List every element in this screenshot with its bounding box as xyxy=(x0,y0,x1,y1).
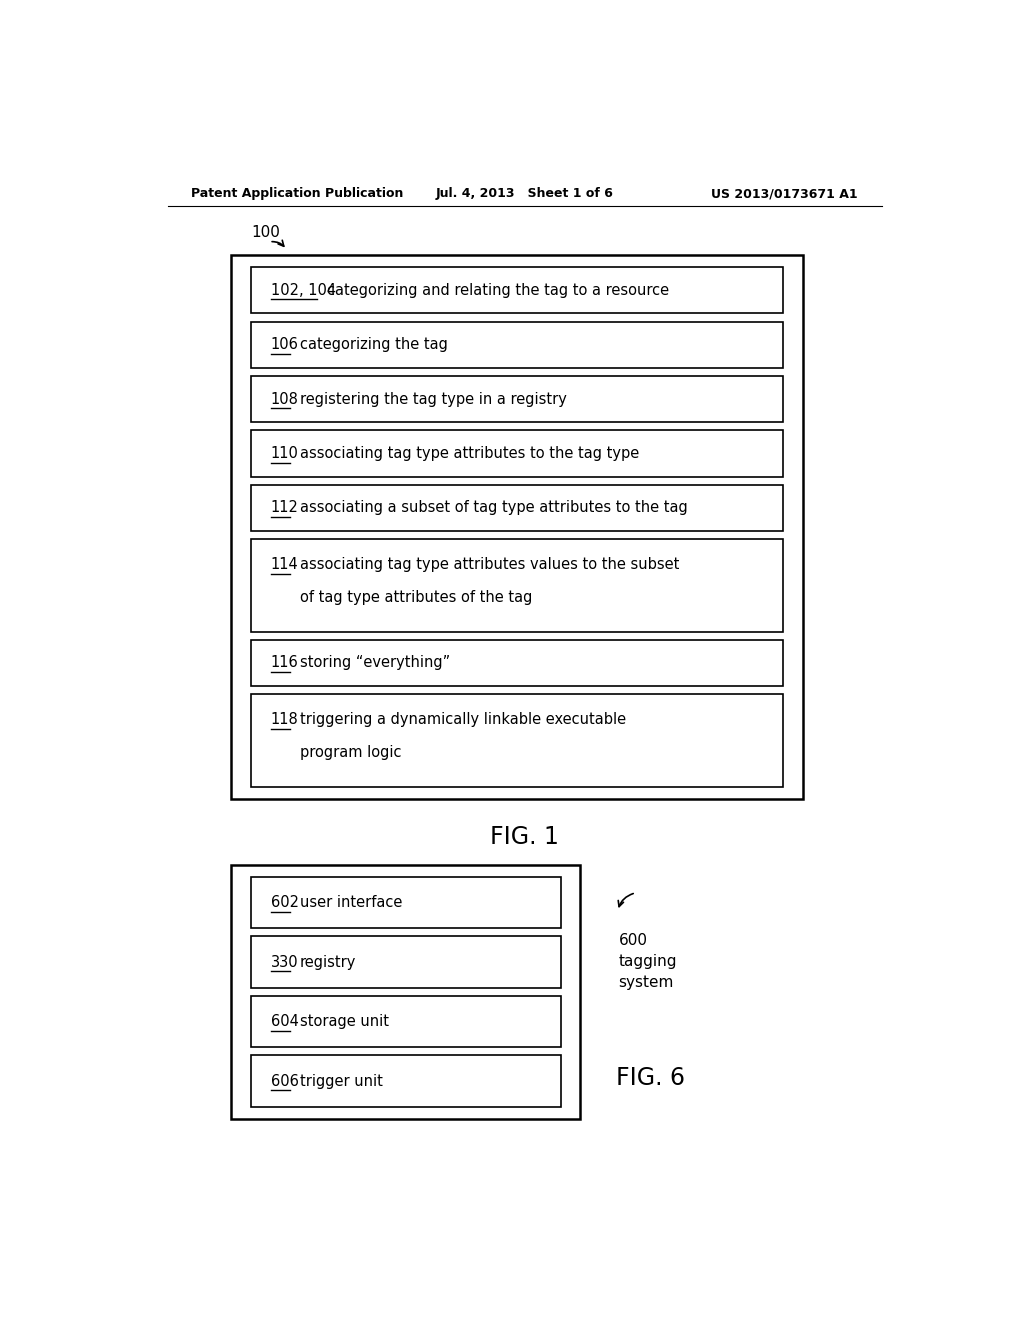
Text: registry: registry xyxy=(300,954,356,970)
Text: FIG. 6: FIG. 6 xyxy=(616,1067,685,1090)
Text: 118: 118 xyxy=(270,713,299,727)
Text: 602: 602 xyxy=(270,895,299,911)
FancyBboxPatch shape xyxy=(251,322,782,368)
Text: 114: 114 xyxy=(270,557,299,573)
Text: trigger unit: trigger unit xyxy=(300,1073,383,1089)
Text: of tag type attributes of the tag: of tag type attributes of the tag xyxy=(300,590,532,605)
Text: 116: 116 xyxy=(270,655,299,671)
Text: 106: 106 xyxy=(270,337,299,352)
Text: 330: 330 xyxy=(270,954,298,970)
Text: 112: 112 xyxy=(270,500,299,515)
FancyBboxPatch shape xyxy=(251,376,782,422)
Text: program logic: program logic xyxy=(300,744,401,760)
Text: Patent Application Publication: Patent Application Publication xyxy=(191,187,403,201)
FancyBboxPatch shape xyxy=(251,936,560,987)
FancyBboxPatch shape xyxy=(251,267,782,313)
Text: 110: 110 xyxy=(270,446,299,461)
Text: associating tag type attributes to the tag type: associating tag type attributes to the t… xyxy=(300,446,639,461)
Text: user interface: user interface xyxy=(300,895,402,911)
Text: 102, 104: 102, 104 xyxy=(270,282,336,298)
Text: storing “everything”: storing “everything” xyxy=(300,655,450,671)
Text: 604: 604 xyxy=(270,1014,299,1030)
Text: storage unit: storage unit xyxy=(300,1014,389,1030)
Text: Jul. 4, 2013   Sheet 1 of 6: Jul. 4, 2013 Sheet 1 of 6 xyxy=(436,187,613,201)
Text: associating a subset of tag type attributes to the tag: associating a subset of tag type attribu… xyxy=(300,500,687,515)
Text: 100: 100 xyxy=(251,224,280,240)
Text: triggering a dynamically linkable executable: triggering a dynamically linkable execut… xyxy=(300,713,626,727)
Text: 108: 108 xyxy=(270,392,299,407)
Text: categorizing and relating the tag to a resource: categorizing and relating the tag to a r… xyxy=(327,282,669,298)
FancyBboxPatch shape xyxy=(231,865,581,1119)
FancyBboxPatch shape xyxy=(251,876,560,928)
Text: categorizing the tag: categorizing the tag xyxy=(300,337,447,352)
Text: registering the tag type in a registry: registering the tag type in a registry xyxy=(300,392,566,407)
FancyBboxPatch shape xyxy=(251,694,782,787)
FancyBboxPatch shape xyxy=(251,484,782,531)
FancyBboxPatch shape xyxy=(251,430,782,477)
Text: US 2013/0173671 A1: US 2013/0173671 A1 xyxy=(712,187,858,201)
Text: 600
tagging
system: 600 tagging system xyxy=(618,933,677,990)
FancyBboxPatch shape xyxy=(251,1056,560,1106)
FancyBboxPatch shape xyxy=(251,640,782,686)
Text: associating tag type attributes values to the subset: associating tag type attributes values t… xyxy=(300,557,679,573)
FancyBboxPatch shape xyxy=(251,995,560,1047)
Text: FIG. 1: FIG. 1 xyxy=(490,825,559,849)
Text: 606: 606 xyxy=(270,1073,299,1089)
FancyBboxPatch shape xyxy=(251,539,782,631)
FancyBboxPatch shape xyxy=(231,255,803,799)
